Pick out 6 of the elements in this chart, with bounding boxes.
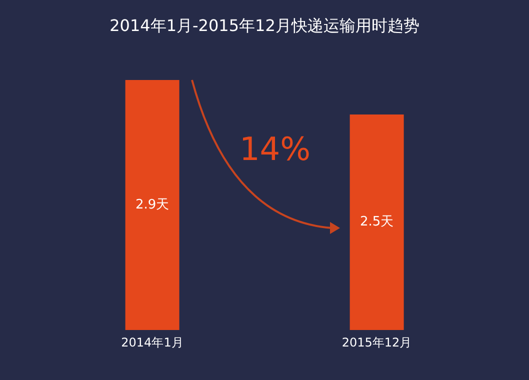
annotation: 14%	[239, 130, 311, 168]
chart-title: 2014年1月-2015年12月快递运输用时趋势	[108, 16, 420, 37]
x-tick-label: 2015年12月	[342, 336, 412, 350]
data-label: 2.5天	[360, 214, 394, 230]
data-label: 2.9天	[135, 198, 170, 212]
x-tick-label: 2014年1月	[121, 336, 184, 350]
